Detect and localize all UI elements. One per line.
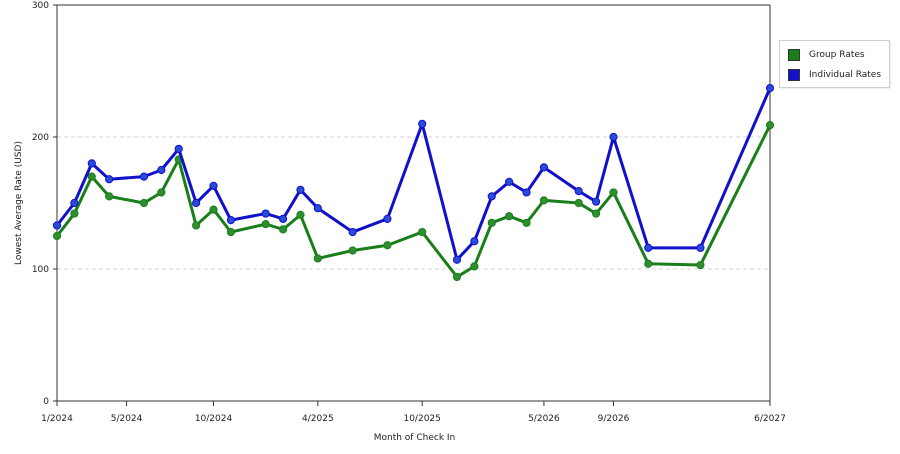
- data-point: [278, 225, 288, 234]
- data-point: [574, 198, 583, 208]
- data-point: [157, 165, 166, 175]
- data-point: [261, 209, 270, 218]
- axis-labels: 0 100 200 300 1/2024 5/2024 10/2024 4/2025 10/20…: [14, 1, 786, 443]
- legend-item-group-rates: Group Rates: [788, 48, 865, 62]
- legend-label-group-rates: Group Rates: [809, 50, 865, 60]
- data-point: [487, 218, 496, 227]
- data-point: [226, 216, 236, 225]
- x-tick-label: 10/2024: [195, 414, 233, 424]
- data-point: [139, 198, 149, 208]
- data-point: [539, 163, 549, 172]
- data-point: [383, 214, 392, 223]
- data-point: [591, 209, 601, 218]
- legend-label-individual-rates: Individual Rates: [809, 70, 882, 80]
- data-point: [418, 227, 427, 237]
- data-point: [505, 177, 514, 186]
- data-point: [139, 172, 149, 181]
- x-tick-label: 10/2025: [403, 414, 440, 424]
- data-point: [192, 221, 201, 230]
- data-point: [70, 198, 79, 208]
- data-point: [383, 241, 392, 250]
- data-point: [209, 181, 218, 190]
- data-point: [452, 272, 462, 282]
- data-point: [609, 132, 618, 142]
- data-point: [470, 262, 479, 271]
- data-point: [157, 188, 166, 197]
- data-point: [418, 119, 427, 128]
- data-point: [52, 231, 62, 241]
- data-point: [522, 218, 531, 227]
- x-tick-label: 4/2025: [302, 414, 334, 424]
- legend-swatch-individual-rates: [788, 69, 800, 81]
- y-tick-label: 0: [43, 397, 49, 407]
- data-point: [452, 255, 462, 264]
- data-point: [278, 214, 288, 223]
- data-point: [348, 246, 357, 255]
- data-point: [609, 188, 618, 197]
- legend-item-individual-rates: Individual Rates: [788, 68, 881, 82]
- data-point: [644, 243, 653, 252]
- data-point: [52, 221, 62, 230]
- data-point: [539, 196, 549, 205]
- data-point: [70, 209, 79, 218]
- data-point: [226, 227, 236, 237]
- data-point: [470, 237, 479, 246]
- axes: [53, 4, 771, 406]
- data-point: [105, 192, 114, 201]
- data-point: [261, 220, 270, 229]
- x-tick-label: 1/2024: [41, 414, 73, 424]
- data-point: [296, 210, 305, 219]
- x-tick-label: 5/2024: [111, 414, 143, 424]
- data-point: [574, 187, 583, 196]
- data-point: [296, 185, 305, 194]
- data-point: [522, 188, 531, 197]
- y-tick-label: 100: [32, 265, 49, 275]
- y-tick-label: 200: [32, 133, 49, 143]
- data-point: [192, 198, 201, 208]
- data-point: [209, 205, 218, 214]
- data-point: [644, 259, 653, 268]
- data-point: [765, 121, 775, 130]
- data-point: [87, 172, 96, 181]
- data-point: [174, 144, 183, 153]
- y-tick-label: 300: [32, 1, 49, 11]
- data-point: [87, 159, 96, 168]
- x-tick-label: 9/2026: [598, 414, 630, 424]
- series-lines: [52, 84, 775, 282]
- data-point: [765, 84, 775, 93]
- data-point: [313, 204, 322, 213]
- chart-legend: Group Rates Individual Rates: [779, 40, 890, 88]
- x-tick-label: 5/2026: [528, 414, 560, 424]
- data-point: [591, 197, 601, 206]
- data-point: [105, 175, 114, 184]
- x-axis-title: Month of Check In: [374, 433, 456, 443]
- data-point: [696, 243, 705, 252]
- data-point: [696, 260, 705, 270]
- legend-swatch-group-rates: [788, 49, 800, 61]
- data-point: [313, 254, 322, 263]
- data-point: [505, 212, 514, 221]
- data-point: [348, 227, 357, 237]
- data-point: [487, 192, 496, 201]
- x-tick-label: 6/2027: [754, 414, 786, 424]
- y-axis-title: Lowest Average Rate (USD): [14, 141, 24, 265]
